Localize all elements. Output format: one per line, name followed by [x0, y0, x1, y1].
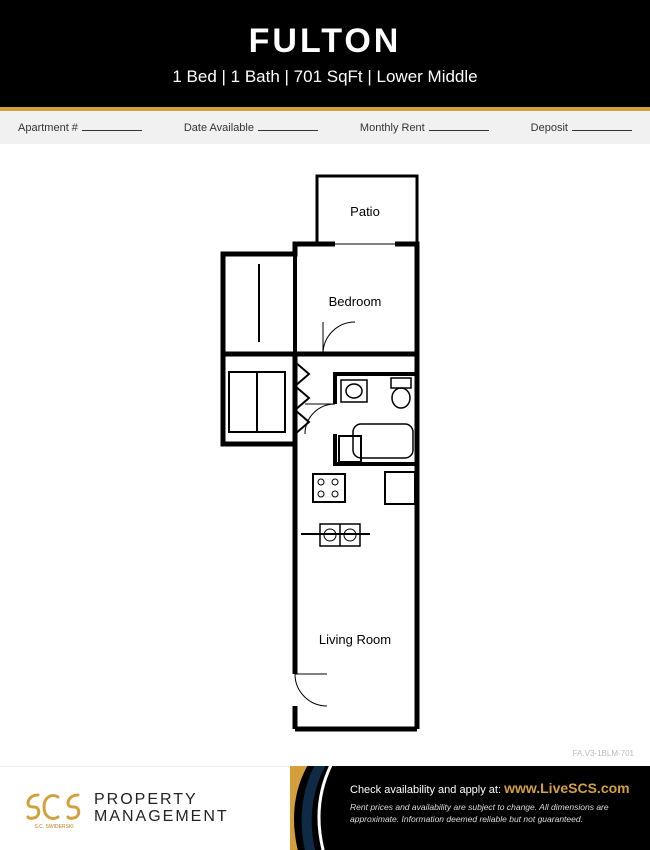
footer-right: Check availability and apply at: www.Liv…: [290, 766, 650, 850]
cta-line: Check availability and apply at: www.Liv…: [350, 780, 630, 796]
label-living-room: Living Room: [319, 632, 391, 647]
floor-plan-svg: Patio Bedroom Living Room: [195, 174, 455, 734]
plan-code: FA.V3-1BLM-701: [573, 749, 634, 758]
floorplan-title: FULTON: [0, 22, 650, 61]
field-apartment-number: Apartment #: [18, 121, 142, 134]
floorplan-subtitle: 1 Bed | 1 Bath | 701 SqFt | Lower Middle: [0, 67, 650, 87]
label-bedroom: Bedroom: [329, 294, 382, 309]
swoosh-decoration-icon: [290, 766, 350, 850]
info-bar: Apartment # Date Available Monthly Rent …: [0, 111, 650, 144]
footer-left: S.C. SWIDERSKI PROPERTY MANAGEMENT: [0, 766, 290, 850]
field-monthly-rent: Monthly Rent: [360, 121, 489, 134]
label-patio: Patio: [350, 204, 380, 219]
header: FULTON 1 Bed | 1 Bath | 701 SqFt | Lower…: [0, 0, 650, 107]
svg-text:S.C. SWIDERSKI: S.C. SWIDERSKI: [34, 824, 73, 829]
company-logo-icon: S.C. SWIDERSKI: [24, 789, 84, 829]
floor-plan-area: Patio Bedroom Living Room FA.V3-1BLM-701: [0, 144, 650, 766]
fine-print: Rent prices and availability are subject…: [350, 802, 630, 826]
field-date-available: Date Available: [184, 121, 318, 134]
footer: S.C. SWIDERSKI PROPERTY MANAGEMENT Check…: [0, 766, 650, 850]
field-deposit: Deposit: [531, 121, 632, 134]
company-tagline: PROPERTY MANAGEMENT: [94, 792, 229, 826]
cta-url: www.LiveSCS.com: [504, 780, 630, 796]
